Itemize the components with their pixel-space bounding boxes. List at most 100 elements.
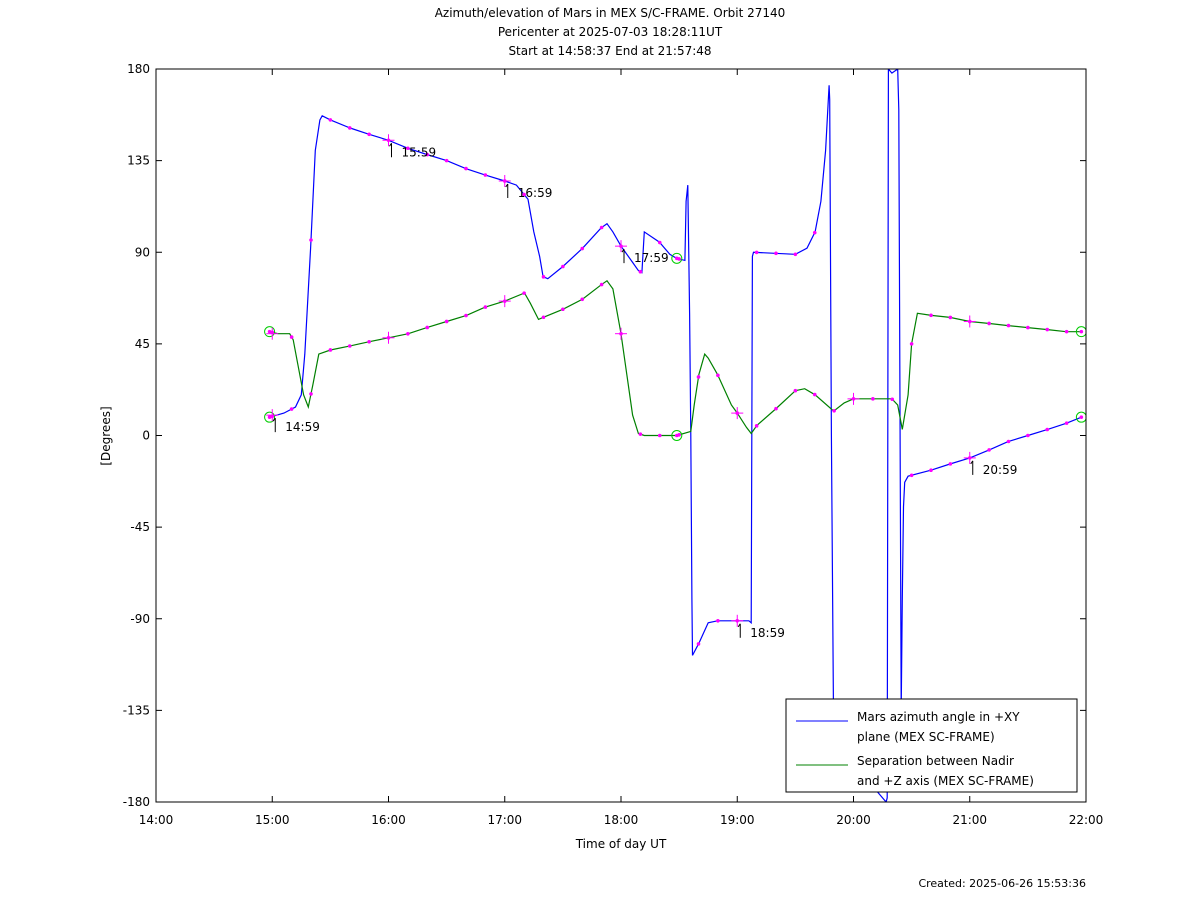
sample-point — [1064, 421, 1069, 425]
hour-plus-marker — [731, 614, 744, 627]
hour-plus-marker — [615, 240, 627, 253]
x-tick-label: 18:00 — [604, 813, 639, 827]
hour-plus-marker — [963, 451, 976, 464]
sample-point — [289, 335, 294, 339]
endpoint-circle-marker — [671, 430, 683, 441]
sample-point — [522, 291, 526, 295]
sample-point — [1006, 439, 1011, 444]
hour-plus-marker — [266, 409, 279, 422]
y-tick-label: -135 — [123, 703, 150, 717]
azimuth-series-line — [269, 69, 1082, 802]
endpoint-dot — [1079, 415, 1084, 419]
sample-point — [1026, 433, 1030, 438]
legend-label-separation-line-1: Separation between Nadir — [857, 754, 1014, 768]
y-tick-label: 90 — [135, 245, 150, 259]
sample-point — [657, 433, 662, 438]
x-tick-label: 14:00 — [139, 813, 174, 827]
legend-label-separation-line-2: and +Z axis (MEX SC-FRAME) — [857, 774, 1034, 788]
y-tick-label: 0 — [142, 429, 150, 443]
y-axis-label: [Degrees] — [99, 406, 113, 465]
sample-point — [1064, 329, 1069, 334]
sample-point — [929, 468, 933, 473]
x-axis-label: Time of day UT — [575, 837, 667, 851]
sample-point — [406, 331, 410, 336]
time-annotation: 17:59 — [621, 248, 669, 265]
hour-plus-marker — [615, 327, 627, 340]
sample-point — [774, 251, 778, 256]
y-tick-label: -180 — [123, 795, 150, 809]
title-line-3: Start at 14:58:37 End at 21:57:48 — [508, 44, 711, 58]
sample-point — [657, 240, 662, 245]
x-tick-label: 16:00 — [371, 813, 406, 827]
sample-point — [890, 397, 895, 402]
plot-area: 14:59 15:59 16:59 17:59 18:59 20:59 — [264, 69, 1086, 802]
sample-point — [1045, 327, 1050, 332]
sample-point — [987, 448, 991, 452]
time-annotation: 14:59 — [272, 417, 320, 434]
sample-point — [541, 275, 546, 279]
sample-point — [328, 348, 333, 352]
time-annotation: 18:59 — [737, 623, 785, 640]
chart-title: Azimuth/elevation of Mars in MEX S/C-FRA… — [435, 6, 786, 58]
time-annotation: 20:59 — [970, 460, 1017, 477]
legend: Mars azimuth angle in +XY plane (MEX SC-… — [785, 698, 1078, 793]
sample-point — [406, 146, 410, 151]
sample-point — [580, 297, 585, 302]
endpoint-dot — [1079, 329, 1084, 334]
sample-point — [580, 246, 585, 251]
legend-label-azimuth-line-2: plane (MEX SC-FRAME) — [857, 730, 995, 744]
x-tick-label: 20:00 — [836, 813, 871, 827]
y-tick-label: 135 — [127, 154, 150, 168]
sample-point — [948, 315, 953, 320]
sample-point — [716, 373, 720, 378]
sample-point — [793, 388, 798, 393]
sample-point — [948, 462, 953, 466]
sample-point — [696, 375, 701, 379]
endpoint-dot — [675, 256, 679, 261]
x-tick-label: 22:00 — [1069, 813, 1104, 827]
sample-point — [716, 618, 720, 623]
sample-point — [328, 118, 333, 122]
sample-point — [464, 166, 468, 171]
sample-point — [347, 126, 352, 130]
sample-point — [444, 319, 449, 324]
y-tick-label: -90 — [130, 612, 150, 626]
sample-point — [599, 225, 604, 230]
time-annotation-label: 18:59 — [750, 626, 785, 640]
sample-point — [754, 250, 759, 255]
sample-point — [347, 344, 352, 348]
sample-point — [464, 313, 468, 318]
sample-point — [561, 264, 565, 269]
hour-plus-marker — [731, 407, 744, 420]
sample-point — [561, 307, 565, 312]
sample-point — [929, 313, 933, 318]
plot-frame — [155, 68, 1087, 803]
sample-point — [522, 192, 526, 197]
sample-point — [812, 230, 817, 235]
sample-point — [444, 158, 449, 163]
title-line-2: Pericenter at 2025-07-03 18:28:11UT — [498, 25, 723, 39]
time-annotation: 15:59 — [389, 142, 437, 159]
sample-point — [774, 406, 778, 411]
endpoint-circle-marker — [264, 326, 276, 338]
sample-point — [1006, 323, 1011, 328]
y-tick-label: 45 — [135, 337, 150, 351]
x-tick-label: 15:00 — [255, 813, 290, 827]
legend-label-azimuth-line-1: Mars azimuth angle in +XY — [857, 710, 1020, 724]
endpoint-circle-marker — [1075, 326, 1086, 338]
x-tick-label: 21:00 — [952, 813, 987, 827]
legend-box — [785, 698, 1078, 793]
time-annotation-label: 17:59 — [634, 251, 669, 265]
time-annotation-label: 16:59 — [518, 186, 553, 200]
endpoint-dot — [675, 433, 679, 438]
sample-point — [541, 315, 546, 320]
sample-point — [871, 397, 875, 401]
y-tick-label: 180 — [127, 62, 150, 76]
sample-point — [909, 342, 914, 346]
title-line-1: Azimuth/elevation of Mars in MEX S/C-FRA… — [435, 6, 786, 20]
sample-point — [309, 238, 313, 242]
hour-plus-marker — [266, 327, 279, 340]
sample-point — [812, 392, 817, 397]
time-annotation-label: 15:59 — [402, 145, 437, 159]
